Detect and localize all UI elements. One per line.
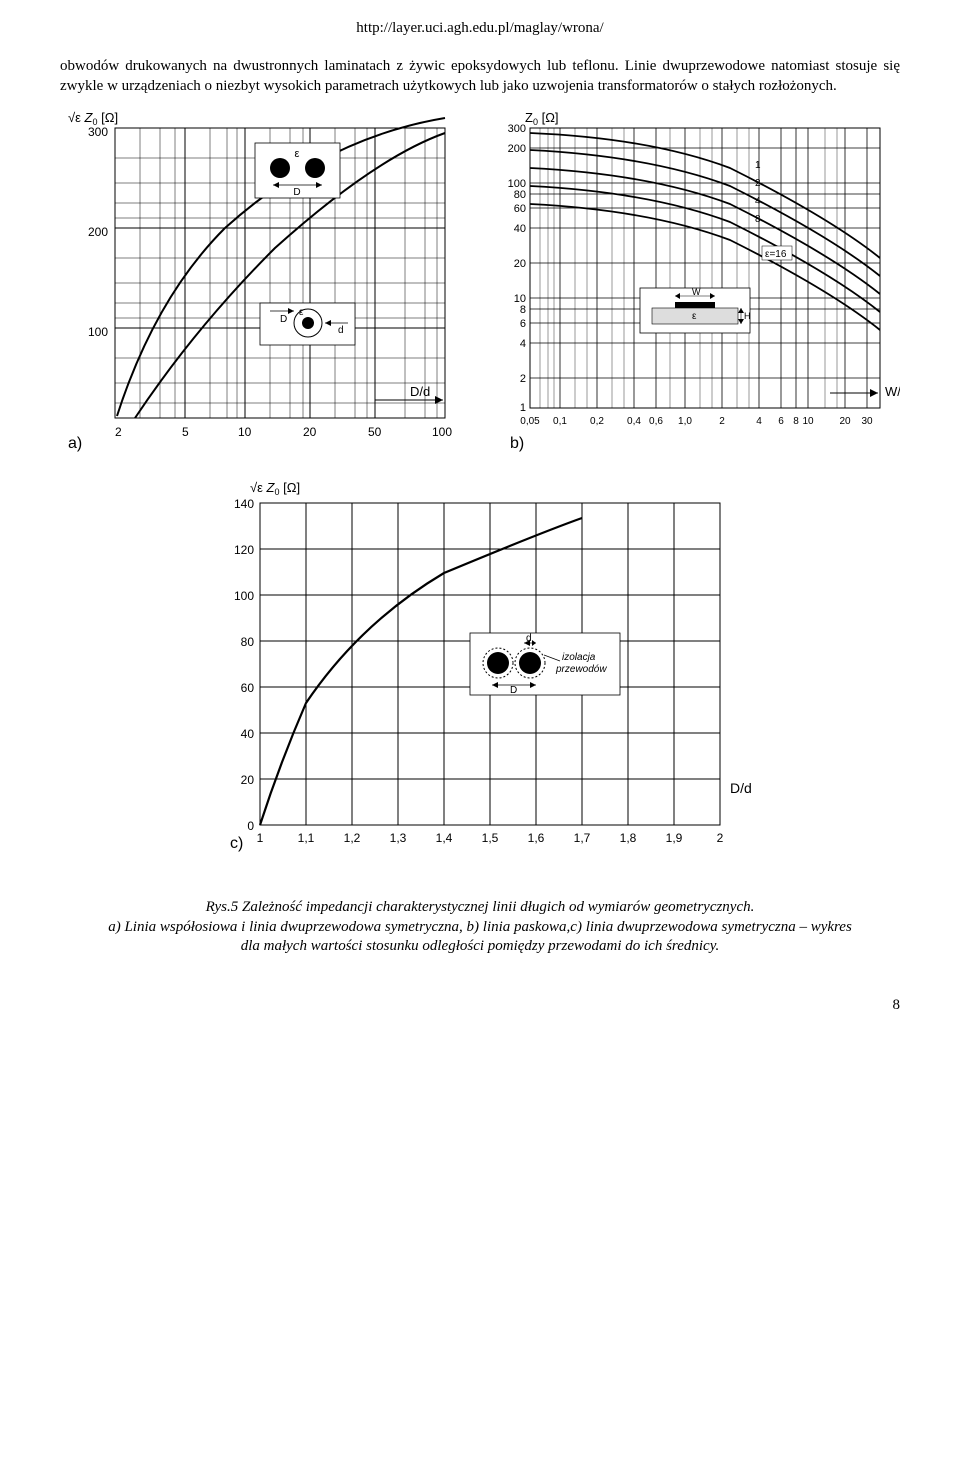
- inset-note1: izolacja: [562, 652, 596, 663]
- page-number: 8: [60, 997, 900, 1014]
- xtick: 5: [182, 425, 189, 439]
- chart-b: Z0 [Ω]: [480, 108, 900, 468]
- body-paragraph: obwodów drukowanych na dwustronnych lami…: [60, 57, 900, 96]
- ytick: 40: [514, 223, 526, 235]
- coax-D: D: [280, 314, 287, 325]
- chart-b-ylabel: Z0 [Ω]: [525, 110, 559, 127]
- curve-label: 8: [755, 214, 761, 225]
- ytick: 100: [234, 589, 254, 603]
- inset-note2: przewodów: [555, 664, 607, 675]
- curve-label: 1: [755, 160, 761, 171]
- xtick: 4: [756, 416, 762, 427]
- xtick: 0,2: [590, 416, 604, 427]
- ytick: 4: [520, 338, 526, 350]
- ytick: 300: [88, 125, 108, 139]
- curve-label: 2: [755, 178, 761, 189]
- curve-label: 4: [755, 196, 761, 207]
- xtick: 2: [115, 425, 122, 439]
- xtick: 2: [719, 416, 725, 427]
- ytick: 120: [234, 543, 254, 557]
- xtick: 1,7: [574, 831, 591, 845]
- xtick: 1,8: [620, 831, 637, 845]
- ytick: 60: [241, 681, 255, 695]
- chart-c-wrap: √ε Z0 [Ω] D d: [60, 478, 900, 878]
- ytick: 8: [520, 304, 526, 316]
- xtick: 1: [257, 831, 264, 845]
- xtick: 1,4: [436, 831, 453, 845]
- figure-row-ab: √ε Z0 [Ω]: [60, 108, 900, 468]
- page-url: http://layer.uci.agh.edu.pl/maglay/wrona…: [60, 20, 900, 37]
- caption-body: a) Linia współosiowa i linia dwuprzewodo…: [108, 919, 852, 955]
- xtick: 0,4: [627, 416, 641, 427]
- xtick: 1,9: [666, 831, 683, 845]
- coax-d: d: [338, 325, 344, 336]
- ytick: 140: [234, 497, 254, 511]
- chart-a: √ε Z0 [Ω]: [60, 108, 470, 468]
- chart-a-xlabel: D/d: [410, 384, 430, 399]
- chart-b-wrap: Z0 [Ω]: [480, 108, 900, 468]
- ytick: 100: [88, 325, 108, 339]
- xtick: 1,0: [678, 416, 692, 427]
- xtick: 50: [368, 425, 382, 439]
- caption-title: Rys.5 Zależność impedancji charakterysty…: [206, 899, 755, 915]
- chart-a-wrap: √ε Z0 [Ω]: [60, 108, 470, 468]
- xtick: 100: [432, 425, 452, 439]
- inset-eps: ε: [692, 311, 697, 322]
- inset-W: W: [692, 287, 701, 297]
- ytick: 6: [520, 318, 526, 330]
- ytick: 80: [241, 635, 255, 649]
- ytick: 2: [520, 373, 526, 385]
- ytick: 0: [247, 819, 254, 833]
- xtick: 0,1: [553, 416, 567, 427]
- inset-d2: d: [526, 633, 532, 644]
- xtick: 0,6: [649, 416, 663, 427]
- panel-label-a: a): [68, 435, 82, 452]
- inset-D: D: [510, 685, 517, 696]
- ytick: 60: [514, 203, 526, 215]
- xtick: 30: [861, 416, 873, 427]
- xtick: 1,1: [298, 831, 315, 845]
- panel-label-b: b): [510, 435, 524, 452]
- chart-c: √ε Z0 [Ω] D d: [180, 478, 780, 878]
- ytick: 80: [514, 189, 526, 201]
- inset-d-label: D: [293, 187, 300, 198]
- xtick: 8: [793, 416, 799, 427]
- chart-c-ylabel: √ε Z0 [Ω]: [250, 480, 300, 497]
- ytick: 40: [241, 727, 255, 741]
- xtick: 6: [778, 416, 784, 427]
- figure-caption: Rys.5 Zależność impedancji charakterysty…: [100, 898, 860, 957]
- inset-eps-label: ε: [295, 148, 300, 160]
- inset-H: H: [744, 311, 751, 321]
- xtick: 1,2: [344, 831, 361, 845]
- curve-label: ε=16: [765, 249, 787, 260]
- xtick: 1,3: [390, 831, 407, 845]
- ytick: 20: [514, 258, 526, 270]
- xtick: 20: [839, 416, 851, 427]
- coax-eps: ε: [299, 307, 304, 318]
- xtick: 10: [238, 425, 252, 439]
- xtick: 1,6: [528, 831, 545, 845]
- ytick: 20: [241, 773, 255, 787]
- panel-label-c: c): [230, 835, 243, 852]
- ytick: 200: [88, 225, 108, 239]
- xtick: 0,05: [520, 416, 540, 427]
- xtick: 1,5: [482, 831, 499, 845]
- xtick: 2: [717, 831, 724, 845]
- ytick: 200: [508, 143, 526, 155]
- ytick: 1: [520, 402, 526, 414]
- chart-c-xlabel: D/d: [730, 780, 752, 796]
- chart-b-xlabel: W/H: [885, 384, 900, 399]
- xtick: 20: [303, 425, 317, 439]
- xtick: 10: [802, 416, 814, 427]
- ytick: 300: [508, 123, 526, 135]
